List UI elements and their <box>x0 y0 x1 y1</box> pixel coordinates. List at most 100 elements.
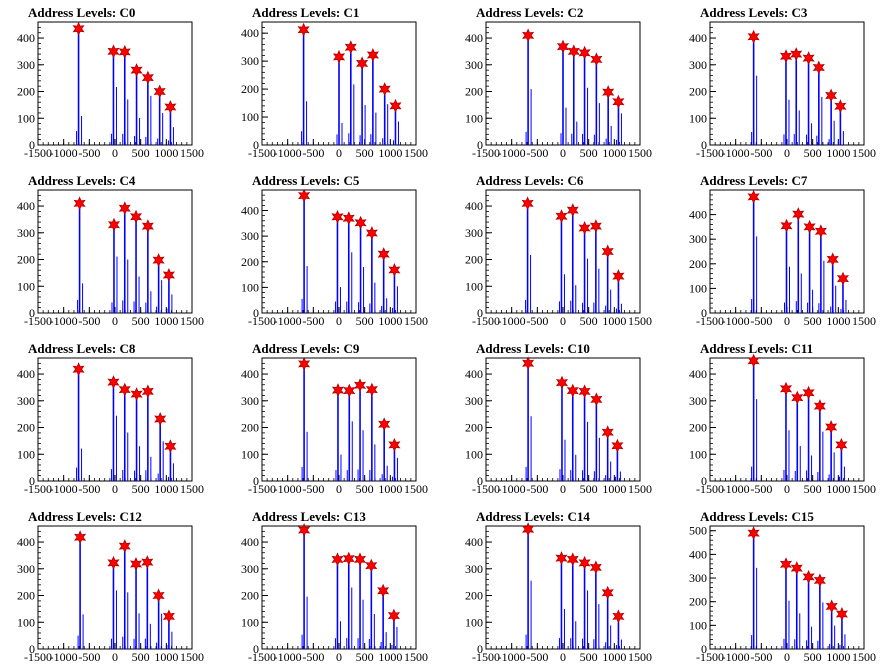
peak-marker-star-icon <box>118 201 131 216</box>
x-tick-label: 1500 <box>852 482 876 496</box>
y-tick-label: 100 <box>241 110 259 124</box>
x-tick-label: -1500 <box>696 314 724 328</box>
y-tick-label: 100 <box>465 447 483 461</box>
plot-frame <box>261 189 417 314</box>
chart-title: Address Levels: C14 <box>476 509 590 524</box>
peak-marker-star-icon <box>834 99 847 114</box>
x-tick-label: 500 <box>580 314 598 328</box>
peak-marker-star-icon <box>578 384 591 399</box>
peak-marker-star-icon <box>567 44 580 59</box>
y-tick-label: 200 <box>465 85 483 99</box>
y-tick-label: 400 <box>465 199 483 213</box>
plot-frame <box>37 21 193 146</box>
x-tick-label: -1000 <box>498 146 526 160</box>
peak-marker-star-icon <box>813 573 826 588</box>
x-tick-label: -1000 <box>274 650 302 664</box>
y-tick-label: 300 <box>17 562 35 576</box>
chart-title: Address Levels: C12 <box>28 509 142 524</box>
x-tick-label: 1000 <box>826 650 850 664</box>
x-tick-label: 500 <box>132 482 150 496</box>
x-tick-label: -1500 <box>248 314 276 328</box>
y-tick-label: 0 <box>477 306 483 320</box>
peak-marker-star-icon <box>590 392 603 407</box>
y-tick-label: 400 <box>241 535 259 549</box>
y-tick-label: 300 <box>465 58 483 72</box>
peak-marker-star-icon <box>118 539 131 554</box>
x-tick-label: 500 <box>804 482 822 496</box>
peak-marker-star-icon <box>107 555 120 570</box>
chart-title: Address Levels: C8 <box>28 341 136 356</box>
x-tick-label: 1000 <box>826 146 850 160</box>
x-tick-label: -1000 <box>722 482 750 496</box>
x-tick-label: 1500 <box>180 650 204 664</box>
y-tick-label: 400 <box>17 31 35 45</box>
y-tick-label: 200 <box>17 589 35 603</box>
x-tick-label: -500 <box>302 482 324 496</box>
y-tick-label: 400 <box>689 547 707 561</box>
peak-marker-star-icon <box>377 583 390 598</box>
y-tick-label: 400 <box>465 31 483 45</box>
x-tick-label: -1500 <box>248 650 276 664</box>
peak-marker-star-icon <box>378 417 391 432</box>
y-tick-label: 0 <box>701 306 707 320</box>
x-tick-label: -1000 <box>274 146 302 160</box>
x-tick-label: 1500 <box>628 314 652 328</box>
y-tick-label: 0 <box>477 642 483 656</box>
plot-frame <box>261 525 417 650</box>
peak-marker-star-icon <box>366 48 379 62</box>
x-tick-label: -500 <box>750 482 772 496</box>
peak-marker-star-icon <box>790 561 803 576</box>
peak-marker-star-icon <box>835 607 848 621</box>
peak-marker-star-icon <box>130 63 143 78</box>
x-tick-label: 1000 <box>378 146 402 160</box>
y-tick-label: 0 <box>253 474 259 488</box>
x-tick-label: 0 <box>336 146 342 160</box>
x-tick-label: -500 <box>78 314 100 328</box>
x-tick-label: -1000 <box>274 482 302 496</box>
y-tick-label: 100 <box>689 281 707 295</box>
x-tick-label: 500 <box>580 146 598 160</box>
x-tick-label: -500 <box>526 314 548 328</box>
y-tick-label: 0 <box>29 642 35 656</box>
y-tick-label: 200 <box>241 589 259 603</box>
x-tick-label: -1000 <box>498 650 526 664</box>
x-tick-label: -1500 <box>248 482 276 496</box>
peak-marker-star-icon <box>521 196 534 211</box>
y-tick-label: 200 <box>241 82 259 96</box>
peak-marker-star-icon <box>141 219 154 234</box>
y-tick-label: 100 <box>689 618 707 632</box>
chart-title: Address Levels: C6 <box>476 173 584 188</box>
peak-marker-star-icon <box>836 271 849 286</box>
y-tick-label: 300 <box>17 226 35 240</box>
peak-marker-star-icon <box>74 530 87 545</box>
x-tick-label: -1000 <box>722 146 750 160</box>
peak-marker-star-icon <box>141 70 154 85</box>
y-tick-label: 100 <box>241 615 259 629</box>
x-tick-label: 0 <box>560 314 566 328</box>
y-tick-label: 100 <box>689 111 707 125</box>
x-tick-label: 1000 <box>378 482 402 496</box>
peak-marker-star-icon <box>611 438 624 453</box>
y-tick-label: 100 <box>465 279 483 293</box>
peak-marker-star-icon <box>107 217 121 232</box>
x-tick-label: 1000 <box>826 314 850 328</box>
chart-svg: 0 100 200 300 400 -1500-1000 -500 0 500 1000 1500 <box>241 523 428 664</box>
x-tick-label: -500 <box>526 650 548 664</box>
chart-svg: 0 100 200 300 400 -1500-1000 -500 0 500 1000 1500 <box>465 356 652 496</box>
chart-panel-5: Address Levels: C5 0 100 200 300 400 -1500 -100… <box>224 168 448 336</box>
x-tick-label: 0 <box>784 482 790 496</box>
x-tick-label: 1500 <box>180 314 204 328</box>
peak-marker-star-icon <box>154 412 167 426</box>
peak-marker-star-icon <box>141 384 154 399</box>
chart-title: Address Levels: C9 <box>252 341 360 356</box>
peak-marker-star-icon <box>162 268 175 282</box>
x-tick-label: 1000 <box>154 146 178 160</box>
x-tick-label: -1500 <box>696 650 724 664</box>
plot-frame <box>485 525 641 650</box>
x-tick-label: -1000 <box>50 650 78 664</box>
chart-svg: 0 100 200 300 400 -1500-1000 -500 0 500 1000 1500 <box>17 525 204 664</box>
peak-marker-star-icon <box>378 82 391 97</box>
peak-marker-star-icon <box>298 356 311 371</box>
x-tick-label: -500 <box>750 650 772 664</box>
y-tick-label: 100 <box>17 615 35 629</box>
